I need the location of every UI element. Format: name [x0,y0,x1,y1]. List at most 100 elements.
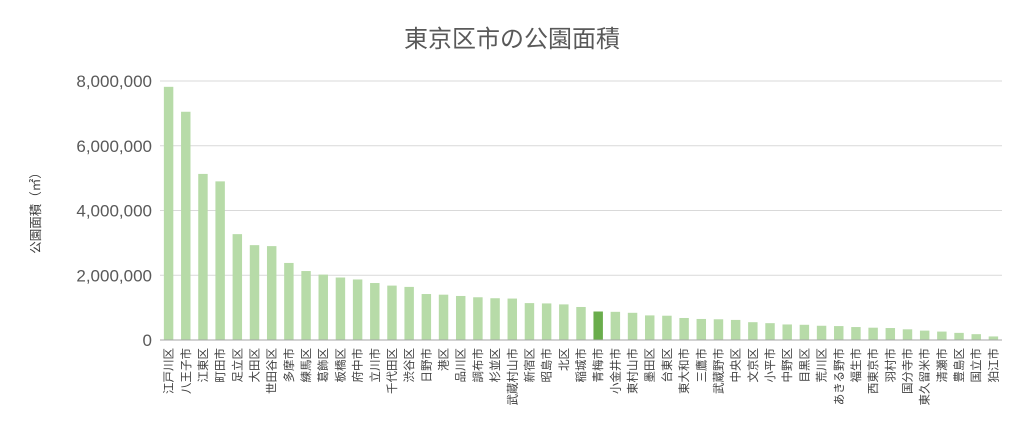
bar [954,332,964,340]
x-tick-label: 渋谷区 [402,348,416,383]
x-tick-label: 狛江市 [986,348,1000,383]
bar [421,294,432,340]
x-tick-label: 墨田区 [643,348,657,383]
x-tick-label: 東大和市 [677,348,691,394]
y-tick-label: 6,000,000 [76,137,152,156]
bar [816,325,827,340]
x-tick-label: 練馬区 [299,348,313,383]
x-tick-label: 江戸川区 [162,348,176,394]
bar [541,303,552,340]
bar [748,322,758,340]
x-tick-label: 羽村市 [883,348,897,383]
bar [215,181,225,340]
x-tick-label: 西東京市 [866,348,880,394]
x-tick-label: 世田谷区 [265,348,279,394]
x-tick-label: 目黒区 [797,348,811,383]
y-tick-label: 2,000,000 [76,266,152,285]
bar [301,271,311,340]
x-tick-label: 中央区 [729,348,743,383]
x-tick-label: 町田市 [213,348,227,383]
x-tick-label: 三鷹市 [694,348,708,383]
y-axis-ticks: 0 2,000,000 4,000,000 6,000,000 8,000,000 [76,72,152,350]
bar [971,334,981,340]
bar [593,311,603,340]
y-tick-label: 4,000,000 [76,202,152,221]
bar [576,306,586,340]
bar [524,303,535,340]
x-tick-label: 多摩市 [282,348,296,383]
bar [404,286,414,340]
x-tick-label: 荒川区 [815,348,829,383]
x-tick-label: 文京区 [746,348,760,383]
x-tick-label: 調布市 [471,348,485,383]
x-tick-label: 福生市 [849,348,863,383]
bar [249,245,260,340]
x-tick-label: 葛飾区 [316,348,330,383]
bar [387,285,397,340]
bar [868,327,878,340]
x-tick-label: 千代田区 [385,348,399,394]
x-tick-label: 杉並区 [488,348,502,383]
bar [473,297,483,340]
bar [645,315,655,340]
bar [799,324,810,340]
x-tick-label: 江東区 [196,348,210,383]
bar [284,262,294,340]
x-tick-label: 立川市 [368,348,382,383]
bar [851,327,861,340]
bar [490,298,500,340]
x-tick-label: 小平市 [763,348,777,383]
bar [662,315,672,340]
x-tick-label: 中野区 [780,348,794,383]
x-tick-label: 府中市 [351,348,365,383]
bar [713,319,724,340]
x-tick-label: 足立区 [230,348,244,383]
bar [198,173,208,340]
bar [370,283,380,340]
x-tick-label: 国分寺市 [900,348,914,394]
x-tick-label: 東久留米市 [918,348,932,406]
bar [765,323,775,340]
bar [335,277,346,340]
x-tick-label: 新宿区 [522,348,536,383]
bar [610,311,621,340]
x-tick-label: 日野市 [419,348,433,383]
bar [438,294,449,340]
x-tick-label: あきる野市 [832,348,846,405]
bar [559,304,569,340]
y-tick-label: 0 [143,331,152,350]
x-tick-label: 小金井市 [608,348,622,394]
bars [163,86,999,340]
x-tick-label: 東村山市 [626,348,640,394]
x-tick-label: 豊島区 [952,348,966,383]
bar [696,318,707,340]
bar [988,336,999,340]
x-tick-label: 北区 [557,348,571,371]
bar [232,234,243,340]
x-tick-label: 板橋区 [333,348,347,383]
bar [679,317,689,340]
x-tick-label: 大田区 [248,348,262,383]
bar [455,295,466,340]
bar [902,329,913,340]
bar [937,331,947,340]
x-tick-label: 稲城市 [574,348,588,383]
x-tick-label: 武蔵村山市 [505,348,519,406]
x-tick-label: 青梅市 [591,348,605,383]
x-tick-label: 武蔵野市 [711,348,725,394]
bar [318,274,328,340]
y-tick-label: 8,000,000 [76,72,152,91]
x-tick-label: 清瀬市 [935,348,949,383]
bar [834,326,844,340]
x-tick-label: 八王子市 [179,348,193,394]
gridlines [160,80,1002,276]
x-tick-label: 台東区 [660,348,674,383]
bar [163,86,174,340]
x-axis-ticks: 江戸川区 八王子市 江東区 町田市 足立区 大田区 世田谷区 多摩市 練馬区 葛飾区 板橋区 府中市立… [162,348,1001,406]
bar [919,330,930,340]
bar [782,324,792,340]
bar [507,298,517,340]
x-tick-label: 昭島市 [540,348,554,383]
bar [627,312,638,340]
